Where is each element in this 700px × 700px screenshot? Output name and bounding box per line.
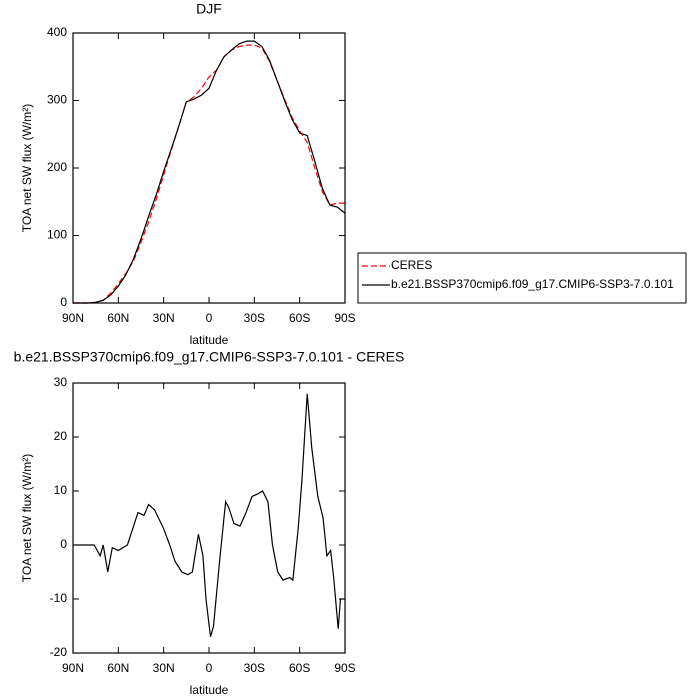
y-tick-label: 400: [47, 25, 67, 39]
y-tick-label: 0: [60, 295, 67, 309]
data-line: [73, 393, 345, 637]
y-tick-label: 100: [47, 228, 67, 242]
legend-label: b.e21.BSSP370cmip6.f09_g17.CMIP6-SSP3-7.…: [391, 277, 674, 291]
x-tick-label: 0: [206, 661, 213, 675]
x-tick-label: 30N: [153, 311, 175, 325]
x-tick-label: 60N: [107, 661, 129, 675]
y-tick-label: 10: [54, 483, 68, 497]
x-tick-label: 30S: [244, 311, 265, 325]
x-axis-label: latitude: [190, 333, 229, 347]
y-tick-label: 300: [47, 93, 67, 107]
x-tick-label: 90S: [334, 311, 355, 325]
x-tick-label: 90N: [62, 661, 84, 675]
legend-box: [357, 252, 687, 304]
x-tick-label: 90S: [334, 661, 355, 675]
x-axis-label: latitude: [190, 683, 229, 697]
x-tick-label: 60S: [289, 661, 310, 675]
y-axis-label: TOA net SW flux (W/m²): [20, 454, 34, 582]
legend-label: CERES: [391, 258, 432, 272]
x-tick-label: 30S: [244, 661, 265, 675]
y-tick-label: -20: [50, 645, 68, 659]
x-tick-label: 30N: [153, 661, 175, 675]
x-tick-label: 90N: [62, 311, 84, 325]
data-line: [73, 40, 346, 304]
y-tick-label: 30: [54, 375, 68, 389]
chart-title: b.e21.BSSP370cmip6.f09_g17.CMIP6-SSP3-7.…: [14, 349, 405, 365]
y-tick-label: 20: [54, 429, 68, 443]
x-tick-label: 0: [206, 311, 213, 325]
y-tick-label: 0: [60, 537, 67, 551]
plot-frame: [72, 32, 346, 304]
data-line: [73, 44, 345, 304]
y-tick-label: 200: [47, 160, 67, 174]
y-tick-label: -10: [50, 591, 68, 605]
plot-frame: [72, 382, 346, 654]
x-tick-label: 60S: [289, 311, 310, 325]
x-tick-label: 60N: [107, 311, 129, 325]
chart-title: DJF: [196, 1, 222, 17]
y-axis-label: TOA net SW flux (W/m²): [20, 104, 34, 232]
